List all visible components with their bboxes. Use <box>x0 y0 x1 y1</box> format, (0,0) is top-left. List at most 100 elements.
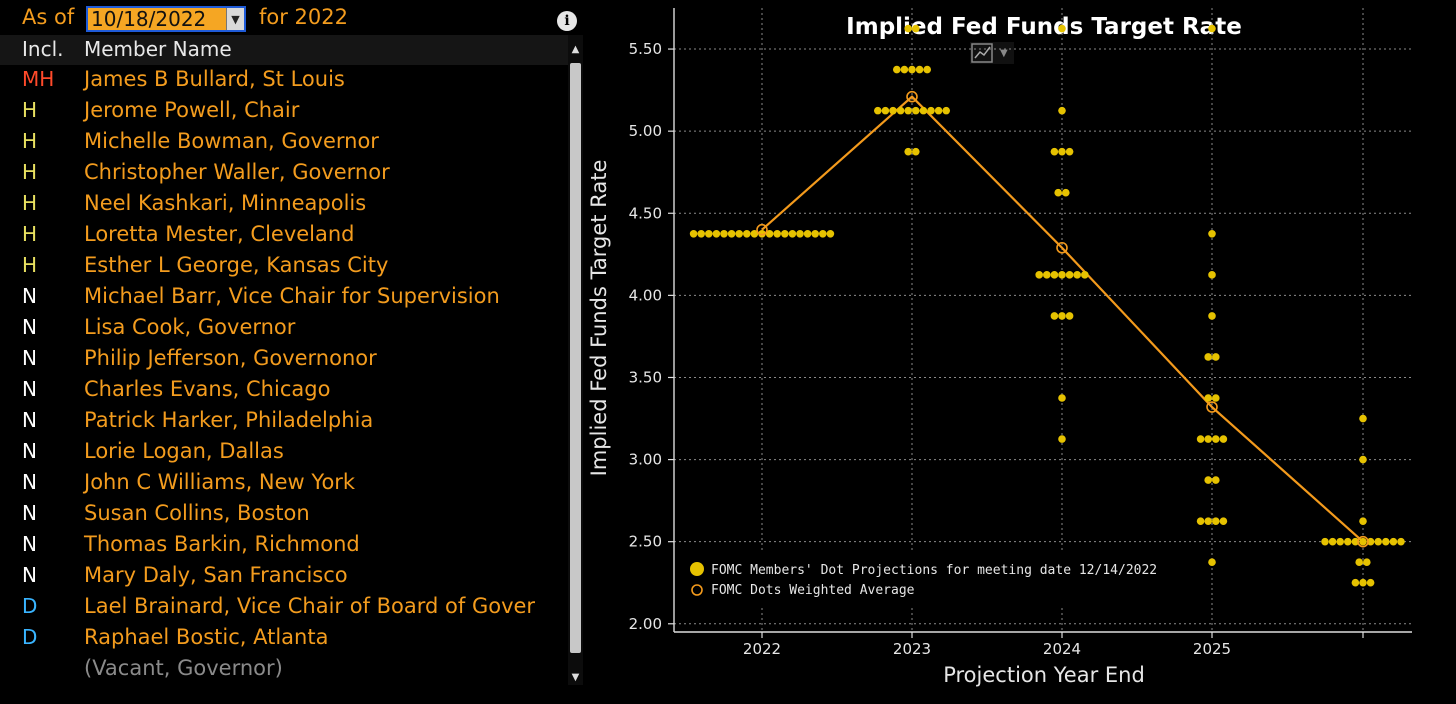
dot-projection-point <box>1212 517 1220 525</box>
dot-projection-point <box>743 229 751 238</box>
table-row[interactable]: H Neel Kashkari, Minneapolis <box>0 190 568 221</box>
incl-code: N <box>22 439 37 463</box>
dot-projection-point <box>1389 537 1398 546</box>
chevron-down-icon[interactable]: ▼ <box>1000 48 1008 59</box>
dot-projection-point <box>1050 147 1059 156</box>
table-row[interactable]: MH James B Bullard, St Louis <box>0 66 568 97</box>
as-of-date-value[interactable]: 10/18/2022 <box>91 7 207 31</box>
member-name: Raphael Bostic, Atlanta <box>84 625 329 649</box>
dot-projection-point <box>896 106 905 115</box>
x-tick-label: 2022 <box>743 640 781 658</box>
as-of-date-input[interactable]: 10/18/2022 ▼ <box>86 6 246 32</box>
dot-projection-point <box>826 229 835 238</box>
dot-projection-point <box>1058 435 1066 443</box>
table-row[interactable]: D Raphael Bostic, Atlanta <box>0 624 568 655</box>
scrollbar-thumb[interactable] <box>570 63 581 653</box>
as-of-label: As of <box>22 5 75 29</box>
dot-projection-point <box>1204 517 1212 525</box>
chart-type-button[interactable]: ▼ <box>970 42 1014 64</box>
member-name: Loretta Mester, Cleveland <box>84 222 355 246</box>
dot-projection-point <box>1050 271 1059 279</box>
x-axis-title: Projection Year End <box>943 663 1145 687</box>
scroll-down-icon[interactable]: ▼ <box>571 672 580 683</box>
y-axis-title: Implied Fed Funds Target Rate <box>587 160 611 477</box>
table-row[interactable]: N Mary Daly, San Francisco <box>0 562 568 593</box>
dot-projection-point <box>1382 537 1390 546</box>
table-row[interactable]: N Patrick Harker, Philadelphia <box>0 407 568 438</box>
weighted-average-series-line <box>761 95 1364 543</box>
vertical-scrollbar[interactable]: ▲ ▼ <box>568 35 583 685</box>
table-row[interactable]: N Lorie Logan, Dallas <box>0 438 568 469</box>
y-tick-label: 4.00 <box>629 286 662 304</box>
dot-projection-point <box>919 106 928 115</box>
table-row[interactable]: H Esther L George, Kansas City <box>0 252 568 283</box>
member-name: Philip Jefferson, Governonor <box>84 346 377 370</box>
dot-projection-point <box>712 229 721 238</box>
dot-projection-point <box>881 106 890 115</box>
incl-column-header[interactable]: Incl. <box>22 37 64 61</box>
legend-average-label: FOMC Dots Weighted Average <box>711 583 915 598</box>
table-row[interactable]: D Lael Brainard, Vice Chair of Board of G… <box>0 593 568 624</box>
x-tick-label: 2023 <box>893 640 931 658</box>
member-name: Lael Brainard, Vice Chair of Board of Go… <box>84 594 536 618</box>
dot-projection-point <box>735 229 743 238</box>
info-icon[interactable]: i <box>557 11 577 31</box>
dot-projection-point <box>1208 24 1216 33</box>
table-row[interactable]: N Michael Barr, Vice Chair for Supervisio… <box>0 283 568 314</box>
table-row[interactable]: H Christopher Waller, Governor <box>0 159 568 190</box>
table-row[interactable]: (Vacant, Governor) <box>0 655 568 686</box>
dot-projection-point <box>1050 312 1059 320</box>
dot-projection-point <box>1208 229 1216 238</box>
dot-projection-point <box>796 229 804 238</box>
incl-code: N <box>22 532 37 556</box>
incl-code: D <box>22 594 38 618</box>
table-row[interactable]: H Michelle Bowman, Governor <box>0 128 568 159</box>
incl-code: H <box>22 253 38 277</box>
dot-projection-point <box>900 65 909 74</box>
table-row[interactable]: N Charles Evans, Chicago <box>0 376 568 407</box>
dot-projection-point <box>1058 106 1066 115</box>
scroll-up-icon[interactable]: ▲ <box>571 44 580 55</box>
axes: 2.00 2.50 3.00 3.50 4.00 4.50 5.00 5.50 2022 2023… <box>629 8 1412 658</box>
dot-projection-point <box>904 24 912 33</box>
table-row[interactable]: N Lisa Cook, Governor <box>0 314 568 345</box>
legend: FOMC Members' Dot Projections for meetin… <box>686 553 1178 605</box>
dot-projection-point <box>1359 537 1367 546</box>
table-row[interactable]: H Jerome Powell, Chair <box>0 97 568 128</box>
dot-projection-point <box>1065 147 1074 156</box>
incl-code: MH <box>22 67 55 91</box>
dot-projection-point <box>1219 435 1228 443</box>
dot-projection-point <box>1204 435 1212 443</box>
dot-projection-point <box>1054 188 1062 197</box>
dot-projection-point <box>705 229 713 238</box>
dot-projection-point <box>874 106 882 115</box>
dot-projection-point <box>1062 188 1070 197</box>
y-tick-label: 3.50 <box>629 368 662 386</box>
chevron-down-icon[interactable]: ▼ <box>226 8 244 30</box>
dot-projection-point <box>1359 414 1367 423</box>
dot-projection-point <box>923 65 931 74</box>
weighted-average-markers <box>756 90 1369 548</box>
dot-projection-point <box>1328 537 1337 546</box>
incl-code: N <box>22 501 37 525</box>
table-row[interactable]: H Loretta Mester, Cleveland <box>0 221 568 252</box>
dot-projection-point <box>904 147 912 156</box>
member-name: Jerome Powell, Chair <box>84 98 300 122</box>
grid <box>674 8 1412 632</box>
incl-code: N <box>22 284 37 308</box>
dot-projection-point <box>727 229 736 238</box>
dot-projection-point <box>788 229 797 238</box>
dot-projection-point <box>1336 537 1344 546</box>
dot-projection-point <box>1081 271 1089 279</box>
member-name: Michael Barr, Vice Chair for Supervision <box>84 284 500 308</box>
line-chart-icon-glyph <box>974 46 991 59</box>
dot-projection-point <box>1363 558 1371 567</box>
table-row[interactable]: N John C Williams, New York <box>0 469 568 500</box>
dot-projection-point <box>758 229 766 238</box>
line-chart-icon[interactable] <box>971 43 993 63</box>
table-row[interactable]: N Thomas Barkin, Richmond <box>0 531 568 562</box>
table-row[interactable]: N Susan Collins, Boston <box>0 500 568 531</box>
member-name-column-header[interactable]: Member Name <box>84 37 232 61</box>
dot-projection-point <box>1058 271 1066 279</box>
table-row[interactable]: N Philip Jefferson, Governonor <box>0 345 568 376</box>
